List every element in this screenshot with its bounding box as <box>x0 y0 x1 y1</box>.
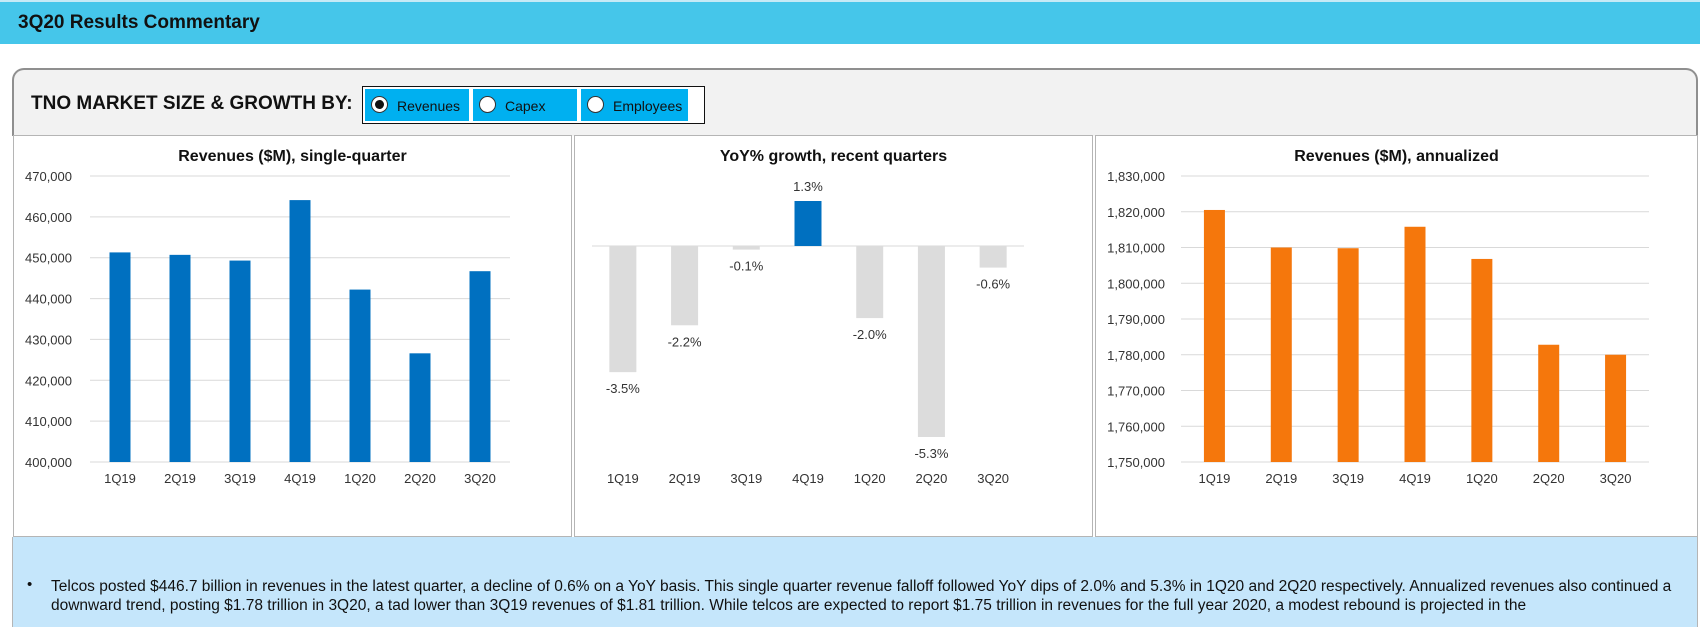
commentary-text: Telcos posted $446.7 billion in revenues… <box>51 578 1672 614</box>
selector-panel: TNO MARKET SIZE & GROWTH BY: Revenues Ca… <box>12 68 1698 136</box>
radio-revenues-label: Revenues <box>397 98 461 114</box>
x-tick-label: 2Q20 <box>916 471 948 486</box>
y-tick-label: 450,000 <box>25 251 72 266</box>
bar <box>109 252 131 462</box>
bar <box>289 200 311 462</box>
bar <box>1538 344 1560 462</box>
metric-radio-group: Revenues Capex Employees <box>362 86 705 124</box>
radio-employees-label: Employees <box>613 98 683 114</box>
chart-panel-quarterly-revenues: Revenues ($M), single-quarter 400,000 410… <box>13 135 572 537</box>
x-tick-label: 2Q19 <box>1265 471 1297 486</box>
radio-unselected-icon[interactable] <box>587 96 604 113</box>
bar <box>609 246 637 373</box>
data-label: 1.3% <box>793 179 823 194</box>
y-tick-label: 1,770,000 <box>1107 384 1165 399</box>
bar <box>1471 258 1493 462</box>
y-tick-label: 1,800,000 <box>1107 276 1165 291</box>
bar <box>1203 209 1225 462</box>
y-tick-label: 1,750,000 <box>1107 455 1165 470</box>
x-tick-label: 1Q20 <box>344 471 376 486</box>
chart-annualized-revenues: 1,750,000 1,760,000 1,770,000 1,780,000 1,79… <box>1107 169 1649 486</box>
x-tick-label: 1Q20 <box>854 471 886 486</box>
x-tick-label: 4Q19 <box>1399 471 1431 486</box>
data-label: -2.0% <box>853 327 887 342</box>
y-tick-label: 1,820,000 <box>1107 205 1165 220</box>
x-tick-label: 1Q19 <box>1199 471 1231 486</box>
x-tick-label: 1Q20 <box>1466 471 1498 486</box>
bar <box>979 246 1007 268</box>
data-label: -0.1% <box>729 259 763 274</box>
bar <box>794 201 822 246</box>
commentary-box: • Telcos posted $446.7 billion in revenu… <box>12 537 1698 627</box>
x-tick-label: 1Q19 <box>104 471 136 486</box>
radio-selected-icon[interactable] <box>371 96 388 113</box>
y-tick-label: 1,760,000 <box>1107 419 1165 434</box>
bar <box>1270 247 1292 462</box>
bar <box>229 260 251 462</box>
x-tick-label: 3Q20 <box>464 471 496 486</box>
chart-title: Revenues ($M), single-quarter <box>178 148 407 165</box>
data-label: -0.6% <box>976 277 1010 292</box>
page-title: 3Q20 Results Commentary <box>18 12 260 33</box>
y-tick-label: 430,000 <box>25 332 72 347</box>
radio-revenues[interactable]: Revenues <box>365 89 469 121</box>
y-tick-label: 1,830,000 <box>1107 169 1165 184</box>
y-tick-label: 410,000 <box>25 414 72 429</box>
y-tick-label: 420,000 <box>25 373 72 388</box>
x-tick-label: 3Q19 <box>730 471 762 486</box>
bar <box>856 246 884 319</box>
y-tick-label: 1,780,000 <box>1107 348 1165 363</box>
bar <box>1337 248 1359 462</box>
x-tick-label: 2Q20 <box>1533 471 1565 486</box>
data-label: -5.3% <box>914 446 948 461</box>
x-tick-label: 3Q20 <box>1600 471 1632 486</box>
radio-unselected-icon[interactable] <box>479 96 496 113</box>
chart-quarterly-revenues: 400,000 410,000 420,000 430,000 440,000 450,0… <box>25 169 510 486</box>
data-label: -2.2% <box>668 334 702 349</box>
y-tick-label: 1,790,000 <box>1107 312 1165 327</box>
selector-label: TNO MARKET SIZE & GROWTH BY: <box>31 93 353 114</box>
radio-employees[interactable]: Employees <box>581 89 688 121</box>
bar <box>1404 226 1426 462</box>
bar <box>1605 354 1627 462</box>
chart-title: YoY% growth, recent quarters <box>719 148 948 165</box>
chart-panel-annualized-revenues: Revenues ($M), annualized 1,750,000 1,760… <box>1095 135 1698 537</box>
y-tick-label: 460,000 <box>25 210 72 225</box>
chart-title: Revenues ($M), annualized <box>1294 148 1499 165</box>
chart-yoy-growth: -3.5% 1Q19 -2.2% 2Q19 -0.1% 3Q19 1.3% 4Q19 -2.0%… <box>592 179 1024 486</box>
x-tick-label: 3Q19 <box>1332 471 1364 486</box>
bar <box>169 254 191 462</box>
x-tick-label: 4Q19 <box>284 471 316 486</box>
title-bar: 3Q20 Results Commentary <box>0 0 1700 44</box>
radio-capex-label: Capex <box>505 98 546 114</box>
bar <box>732 246 760 250</box>
y-tick-label: 400,000 <box>25 455 72 470</box>
chart-panel-yoy-growth: YoY% growth, recent quarters -3.5% 1Q19 -2… <box>574 135 1093 537</box>
x-tick-label: 4Q19 <box>792 471 824 486</box>
bar <box>469 271 491 462</box>
data-label: -3.5% <box>606 381 640 396</box>
x-tick-label: 3Q19 <box>224 471 256 486</box>
x-tick-label: 3Q20 <box>977 471 1009 486</box>
radio-capex[interactable]: Capex <box>473 89 577 121</box>
x-tick-label: 2Q19 <box>164 471 196 486</box>
x-tick-label: 2Q19 <box>669 471 701 486</box>
x-tick-label: 1Q19 <box>607 471 639 486</box>
y-tick-label: 1,810,000 <box>1107 241 1165 256</box>
y-tick-label: 440,000 <box>25 292 72 307</box>
x-tick-label: 2Q20 <box>404 471 436 486</box>
bar <box>917 246 945 437</box>
bar <box>409 353 431 462</box>
bullet-icon: • <box>27 576 33 593</box>
y-tick-label: 470,000 <box>25 169 72 184</box>
bar <box>671 246 699 326</box>
bar <box>349 289 371 462</box>
